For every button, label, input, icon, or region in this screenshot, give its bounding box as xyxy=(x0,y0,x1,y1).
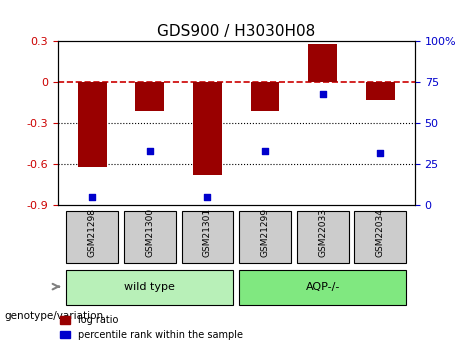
FancyBboxPatch shape xyxy=(355,211,406,263)
FancyBboxPatch shape xyxy=(182,211,233,263)
Title: GDS900 / H3030H08: GDS900 / H3030H08 xyxy=(157,24,315,39)
FancyBboxPatch shape xyxy=(239,270,406,305)
Point xyxy=(319,91,326,97)
Legend: log ratio, percentile rank within the sample: log ratio, percentile rank within the sa… xyxy=(60,315,242,340)
Text: wild type: wild type xyxy=(124,282,175,292)
Text: GSM21301: GSM21301 xyxy=(203,208,212,257)
Bar xyxy=(78,82,106,167)
Point xyxy=(89,194,96,199)
Text: GSM22034: GSM22034 xyxy=(376,208,385,257)
Text: GSM21298: GSM21298 xyxy=(88,208,97,257)
Bar xyxy=(136,82,164,111)
Text: GSM21299: GSM21299 xyxy=(260,208,270,257)
Point xyxy=(261,148,269,154)
FancyBboxPatch shape xyxy=(124,211,176,263)
Bar xyxy=(251,82,279,111)
Text: GSM21300: GSM21300 xyxy=(145,208,154,257)
Text: AQP-/-: AQP-/- xyxy=(306,282,340,292)
FancyBboxPatch shape xyxy=(66,211,118,263)
FancyBboxPatch shape xyxy=(66,270,233,305)
Bar xyxy=(308,44,337,82)
Text: GSM22033: GSM22033 xyxy=(318,208,327,257)
Text: genotype/variation: genotype/variation xyxy=(5,311,104,321)
Point xyxy=(204,194,211,199)
FancyBboxPatch shape xyxy=(297,211,349,263)
FancyBboxPatch shape xyxy=(239,211,291,263)
Bar xyxy=(193,82,222,175)
Point xyxy=(377,150,384,155)
Bar xyxy=(366,82,395,100)
Point xyxy=(146,148,154,154)
